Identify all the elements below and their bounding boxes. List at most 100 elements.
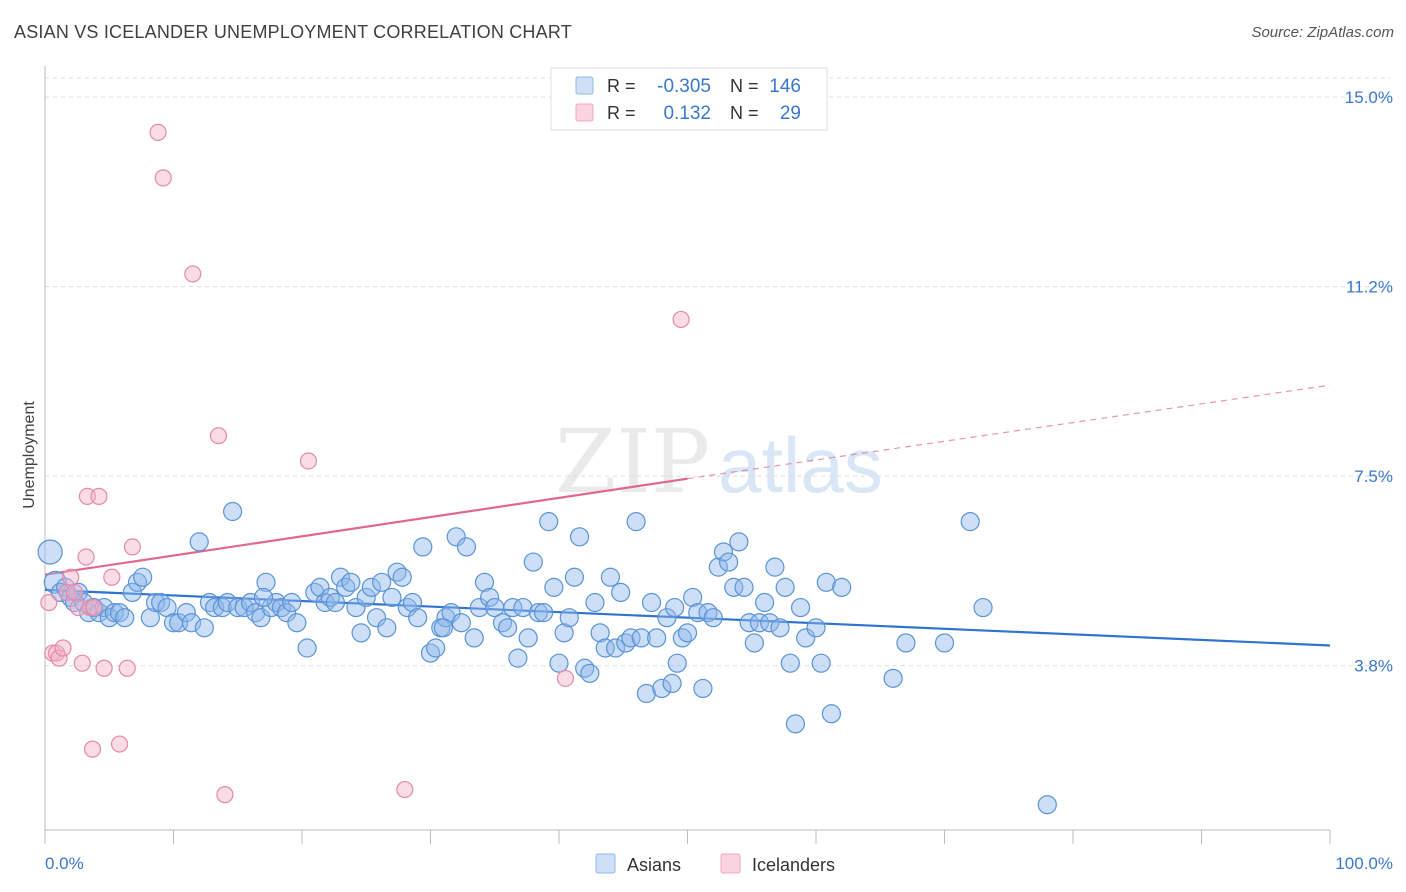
legend-label-asians: Asians xyxy=(627,855,681,875)
point-asians xyxy=(351,623,371,643)
point-asians xyxy=(816,572,836,592)
point-icelanders xyxy=(184,265,202,283)
point-asians xyxy=(564,567,585,587)
asians-n-label: N = xyxy=(730,76,759,96)
point-asians xyxy=(205,597,225,618)
point-asians xyxy=(734,577,754,597)
point-asians xyxy=(539,512,559,532)
point-icelanders xyxy=(73,654,91,672)
point-icelanders xyxy=(81,598,99,617)
point-asians xyxy=(287,613,307,633)
point-asians xyxy=(469,597,489,618)
point-asians xyxy=(528,603,549,623)
asians-n-value: 146 xyxy=(769,76,801,97)
point-asians xyxy=(667,653,687,673)
point-asians xyxy=(426,638,446,658)
point-asians xyxy=(189,532,209,552)
point-asians xyxy=(595,638,615,658)
point-asians xyxy=(693,678,713,699)
asians-r-label: R = xyxy=(607,76,636,96)
point-asians xyxy=(652,678,672,699)
point-asians xyxy=(605,638,626,658)
point-icelanders xyxy=(62,568,80,586)
icelanders-swatch xyxy=(575,103,594,122)
point-asians xyxy=(703,608,723,628)
chart-title: ASIAN VS ICELANDER UNEMPLOYMENT CORRELAT… xyxy=(14,22,572,42)
point-asians xyxy=(600,567,621,587)
point-asians xyxy=(754,592,775,613)
point-asians xyxy=(973,597,993,618)
point-asians xyxy=(883,668,903,688)
point-asians xyxy=(37,539,63,565)
point-icelanders xyxy=(103,568,121,586)
legend-label-icelanders: Icelanders xyxy=(752,855,835,875)
point-icelanders xyxy=(54,639,72,657)
trend-line-icelanders xyxy=(44,477,688,576)
legend-swatch-asians xyxy=(595,853,616,874)
point-asians xyxy=(366,608,387,628)
point-asians xyxy=(133,567,153,587)
point-icelanders xyxy=(556,669,575,687)
point-asians xyxy=(832,577,852,597)
icelanders-r-value: 0.132 xyxy=(663,103,711,124)
point-asians xyxy=(145,592,166,613)
tick-labels: 15.0% 11.2% 7.5% 3.8% 0.0% 100.0% xyxy=(45,88,1393,873)
point-asians xyxy=(276,603,297,623)
point-asians xyxy=(641,592,662,613)
point-asians xyxy=(446,527,466,547)
stats-legend: R = -0.305 N = 146 R = 0.132 N = 29 xyxy=(550,67,828,131)
point-asians xyxy=(775,577,795,597)
point-asians xyxy=(392,567,412,587)
point-asians xyxy=(806,618,826,638)
point-asians xyxy=(665,597,685,618)
point-asians xyxy=(677,623,698,643)
point-asians xyxy=(140,608,160,628)
point-asians xyxy=(713,542,734,562)
point-asians xyxy=(590,623,610,643)
stats-row-asians: R = -0.305 N = 146 xyxy=(575,76,801,97)
point-asians xyxy=(580,663,600,683)
grid-lines xyxy=(45,77,1390,667)
x-tick-label-max: 100.0% xyxy=(1335,854,1393,873)
point-asians xyxy=(377,618,397,638)
y-axis-label: Unemployment xyxy=(21,401,38,509)
point-asians xyxy=(408,608,428,628)
axes xyxy=(44,66,1331,844)
point-asians xyxy=(251,608,271,628)
source-credit: Source: ZipAtlas.com xyxy=(1251,24,1394,41)
point-asians xyxy=(719,552,739,572)
point-asians xyxy=(330,567,351,587)
point-asians xyxy=(533,603,554,623)
point-asians xyxy=(361,577,381,597)
point-asians xyxy=(194,618,214,638)
trend-line-icelanders-extension xyxy=(687,384,1331,480)
point-asians xyxy=(544,577,564,597)
watermark-zip: ZIP xyxy=(555,410,710,513)
point-asians xyxy=(770,618,790,638)
point-icelanders xyxy=(154,169,172,187)
point-asians xyxy=(657,608,677,628)
point-asians xyxy=(433,618,453,638)
point-asians xyxy=(382,587,402,608)
point-icelanders xyxy=(123,538,141,556)
stats-row-icelanders: R = 0.132 N = 29 xyxy=(575,103,801,124)
point-asians xyxy=(749,613,770,633)
point-asians xyxy=(585,592,605,613)
point-asians xyxy=(662,673,682,694)
point-icelanders xyxy=(209,427,228,445)
point-asians xyxy=(569,527,590,547)
point-asians xyxy=(55,577,76,597)
point-asians xyxy=(372,572,392,592)
point-asians xyxy=(480,587,500,608)
point-icelanders xyxy=(77,548,95,566)
point-asians xyxy=(356,587,376,608)
point-asians xyxy=(549,653,569,673)
point-asians xyxy=(621,628,641,648)
point-icelanders xyxy=(118,659,136,677)
point-asians xyxy=(554,623,574,643)
point-icelanders xyxy=(90,487,108,505)
point-asians xyxy=(611,582,631,603)
point-asians xyxy=(104,603,124,623)
point-asians xyxy=(451,613,471,633)
